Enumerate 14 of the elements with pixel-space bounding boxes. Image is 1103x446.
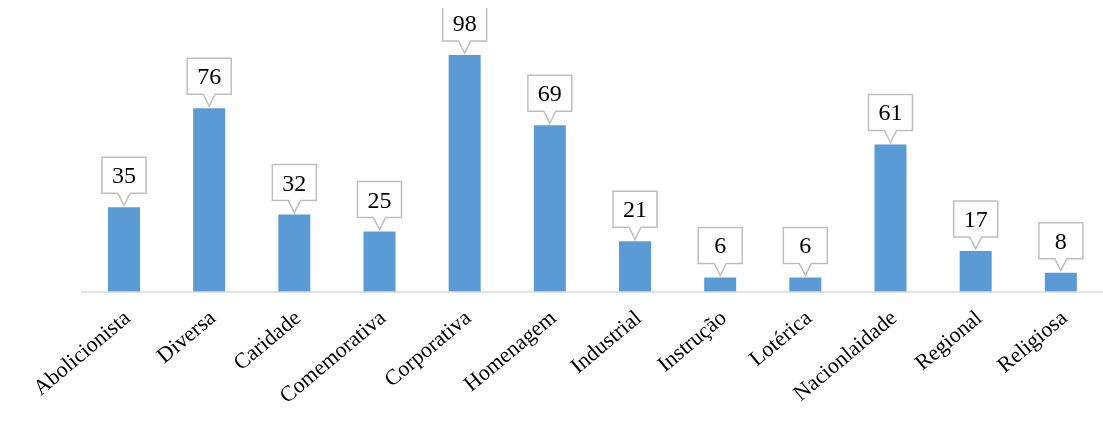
data-label: 69 bbox=[537, 80, 562, 107]
bar bbox=[704, 277, 737, 292]
data-label: 6 bbox=[714, 232, 727, 259]
data-label: 32 bbox=[282, 169, 307, 196]
data-label: 21 bbox=[623, 196, 647, 223]
data-label: 25 bbox=[367, 186, 392, 213]
data-label: 17 bbox=[963, 205, 988, 232]
data-label: 61 bbox=[878, 99, 903, 126]
data-label: 76 bbox=[197, 63, 222, 90]
data-label: 6 bbox=[799, 232, 812, 259]
data-label: 98 bbox=[452, 10, 477, 36]
data-label: 8 bbox=[1054, 227, 1067, 254]
data-label: 35 bbox=[112, 162, 136, 189]
bar bbox=[789, 277, 822, 292]
